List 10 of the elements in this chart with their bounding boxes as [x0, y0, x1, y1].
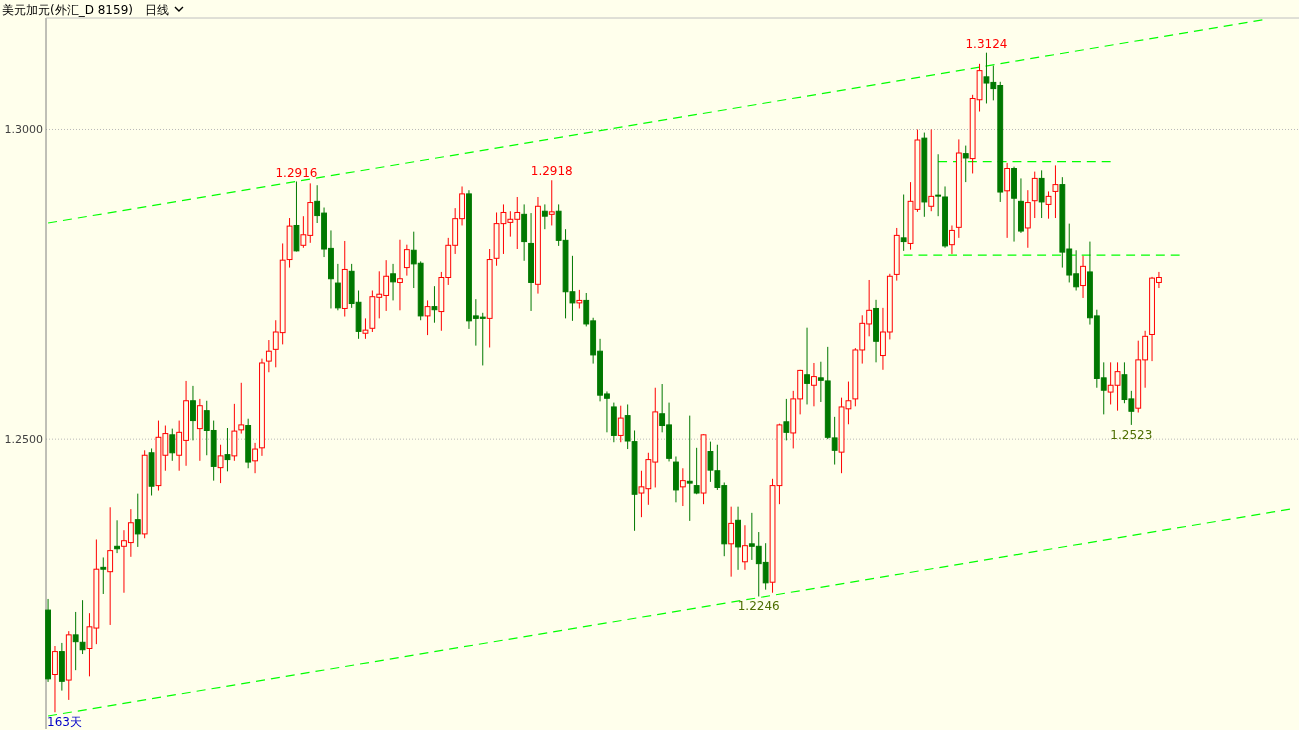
- annotation: 163天: [47, 715, 82, 729]
- chart-title: 美元加元(外汇_D 8159): [2, 3, 133, 17]
- y-tick-label: 1.3000: [4, 123, 43, 137]
- annotation: 1.2523: [1110, 427, 1153, 442]
- annotation: 1.2246: [737, 599, 780, 614]
- annotation: 1.2918: [530, 164, 573, 179]
- chart-subtitle: 日线: [144, 3, 169, 17]
- annotation: 1.2916: [275, 165, 318, 180]
- y-tick-label: 1.2500: [4, 433, 43, 447]
- annotation: 1.3124: [965, 36, 1008, 51]
